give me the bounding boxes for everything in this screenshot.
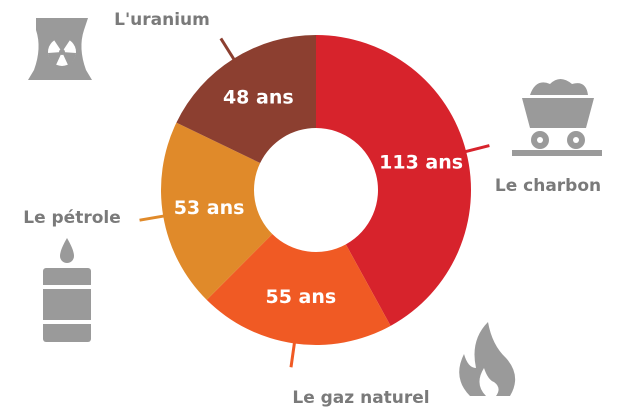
value-label: 55 ans xyxy=(265,286,336,308)
donut-slice xyxy=(176,35,316,164)
leader-line xyxy=(219,37,237,63)
value-label: 48 ans xyxy=(223,87,294,109)
category-label: Le gaz naturel xyxy=(292,388,429,408)
category-label: L'uranium xyxy=(114,10,210,30)
donut-slice xyxy=(206,233,391,345)
icon-flame xyxy=(459,322,516,396)
leader-line xyxy=(289,339,297,368)
leader-line xyxy=(461,144,490,154)
icon-coal-cart xyxy=(512,79,602,156)
icon-nuclear xyxy=(28,18,92,80)
value-label: 53 ans xyxy=(174,197,245,219)
value-label: 113 ans xyxy=(379,152,463,174)
leader-line xyxy=(139,213,168,222)
category-label: Le pétrole xyxy=(23,208,121,228)
icon-oil-barrel xyxy=(43,238,91,342)
category-label: Le charbon xyxy=(495,176,601,196)
donut-slice xyxy=(316,35,472,326)
donut-slice xyxy=(161,122,273,300)
